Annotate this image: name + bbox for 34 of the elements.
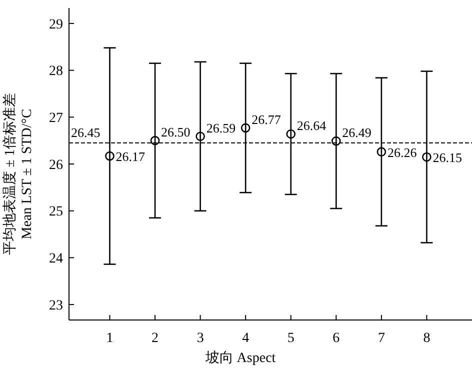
data-label: 26.17	[116, 149, 146, 164]
data-label: 26.59	[206, 120, 236, 136]
x-tick-label: 6	[332, 331, 340, 346]
point	[150, 136, 160, 146]
y-tick-label: 24	[49, 252, 63, 267]
data-label: 26.64	[296, 118, 327, 134]
x-tick-label: 2	[152, 331, 159, 346]
x-tick-label: 4	[242, 331, 250, 346]
x-tick-label: 1	[106, 331, 114, 346]
point	[376, 147, 386, 156]
ref-line-label: 26.45	[71, 124, 100, 140]
y-tick-label: 26	[49, 158, 63, 173]
data-label: 26.15	[432, 150, 462, 165]
point	[196, 132, 205, 142]
x-axis-title: 坡向 Aspect	[204, 350, 276, 366]
y-tick-label: 29	[49, 17, 63, 32]
data-label: 26.50	[161, 124, 190, 140]
point	[286, 129, 296, 139]
y-tick-label: 23	[49, 298, 63, 314]
point	[240, 123, 250, 133]
point	[105, 151, 114, 161]
y-axis-title: 平均地表温度 ± 1倍标准差 Mean LST ± 1 STD/°C	[2, 93, 35, 255]
data-label: 26.26	[387, 144, 418, 160]
y-tick-label: 27	[49, 111, 63, 126]
point	[332, 136, 341, 146]
x-tick-label: 8	[423, 331, 430, 346]
point	[422, 152, 432, 162]
y-tick-label: 28	[49, 64, 63, 80]
data-label: 26.49	[342, 125, 372, 140]
y-tick-label: 25	[49, 204, 63, 220]
x-tick-label: 5	[287, 331, 294, 346]
x-tick-label: 3	[196, 331, 204, 346]
data-label: 26.77	[252, 112, 282, 127]
x-tick-label: 7	[378, 331, 385, 346]
